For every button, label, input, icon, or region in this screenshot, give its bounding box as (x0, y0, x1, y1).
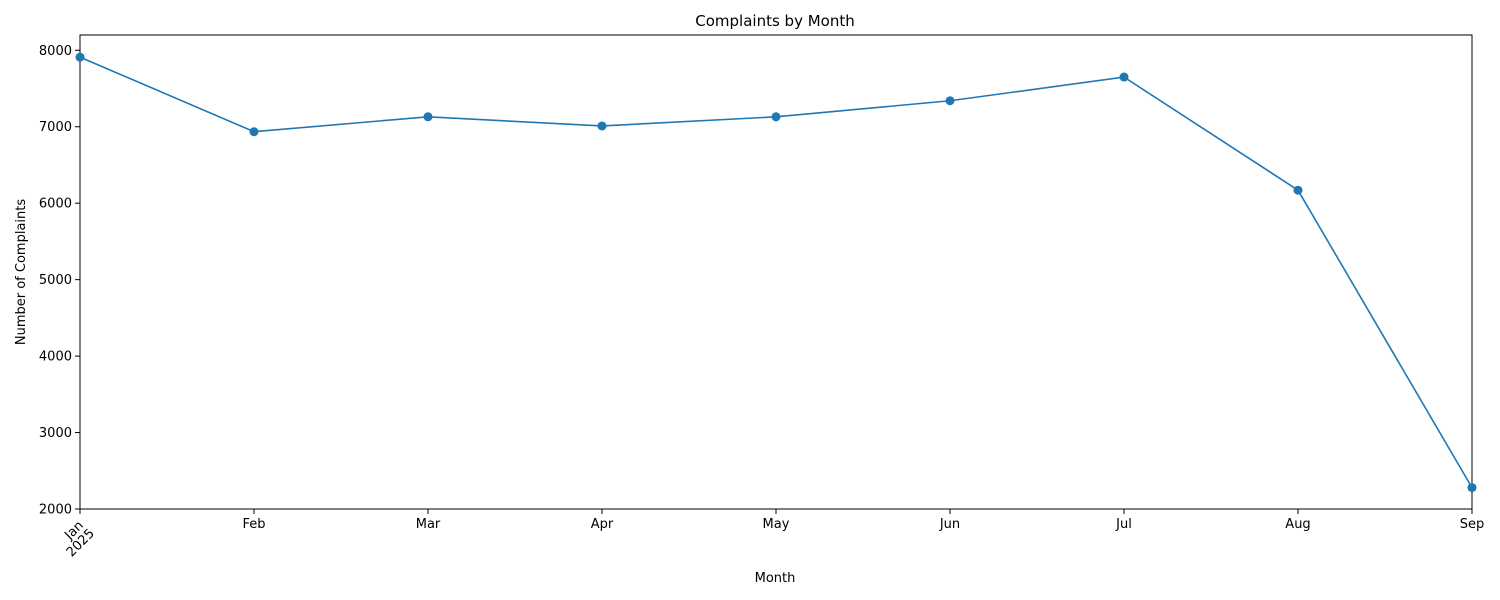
x-tick-label: Apr (591, 517, 614, 532)
y-tick-label: 8000 (39, 44, 72, 59)
x-tick-label: Mar (416, 517, 441, 532)
x-tick-label: Sep (1460, 517, 1485, 532)
data-point (1119, 72, 1129, 82)
data-point (1293, 185, 1303, 195)
y-axis-label: Number of Complaints (14, 199, 29, 345)
y-tick-label: 4000 (39, 350, 72, 365)
y-tick-label: 5000 (39, 273, 72, 288)
data-point (945, 96, 955, 106)
y-tick-label: 3000 (39, 426, 72, 441)
data-point (771, 112, 781, 122)
x-tick-label: Jun (939, 517, 960, 532)
data-point (75, 52, 85, 62)
x-tick-label: Aug (1285, 517, 1310, 532)
y-tick-label: 6000 (39, 197, 72, 212)
y-tick-label: 7000 (39, 120, 72, 135)
data-point (1467, 483, 1477, 493)
x-tick-label: May (763, 517, 790, 532)
x-tick-label: Jul (1115, 517, 1132, 532)
x-axis-label: Month (755, 571, 796, 586)
x-tick-label: Feb (242, 517, 265, 532)
axes-frame (79, 34, 1473, 510)
y-tick-label: 2000 (39, 503, 72, 518)
chart-title: Complaints by Month (695, 12, 854, 30)
data-point (249, 127, 259, 137)
data-point (423, 112, 433, 122)
data-point (597, 121, 607, 131)
series-line (79, 56, 1473, 488)
